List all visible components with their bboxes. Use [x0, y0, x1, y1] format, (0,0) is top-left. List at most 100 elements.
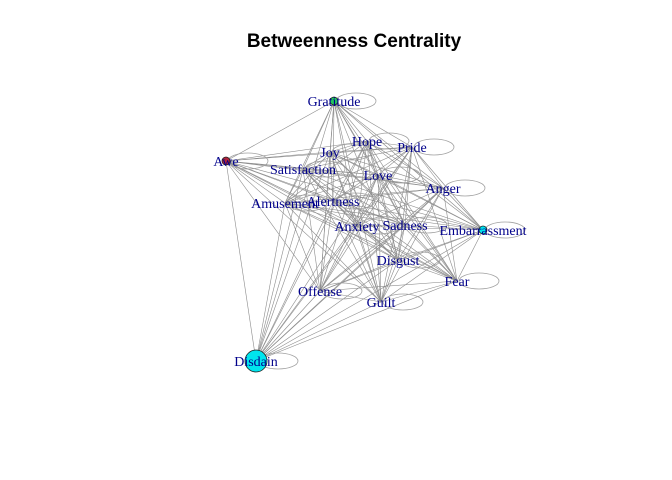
edge-alertness-guilt — [332, 200, 382, 303]
edge-love-anxiety — [356, 174, 379, 227]
edge-anger-alertness — [332, 187, 444, 202]
edge-embarrassment-offense — [319, 229, 484, 292]
edge-anger-amusement — [284, 187, 444, 204]
node-awe — [221, 156, 231, 166]
edge-satisfaction-disgust — [302, 168, 399, 261]
edge-sadness-disgust — [397, 224, 406, 261]
node-label-anger: Anger — [426, 182, 461, 197]
edge-pride-embarrassment — [411, 146, 484, 231]
edge-pride-anger — [411, 146, 444, 189]
edge-hope-love — [366, 140, 379, 176]
edge-offense-disdain — [255, 290, 321, 362]
node-label-fear: Fear — [445, 275, 470, 290]
edge-anxiety-guilt — [356, 225, 382, 303]
edge-awe-disdain — [225, 160, 257, 362]
edge-satisfaction-disdain — [255, 168, 304, 362]
edge-gratitude-pride — [333, 100, 413, 148]
self-loop-offense — [321, 282, 363, 300]
edge-anxiety-sadness — [356, 224, 406, 227]
edge-sadness-offense — [319, 224, 406, 292]
node-label-offense: Offense — [298, 285, 342, 300]
edge-pride-fear — [411, 146, 458, 282]
edge-amusement-sadness — [284, 202, 406, 226]
self-loop-love — [379, 166, 421, 184]
edge-alertness-amusement — [284, 200, 334, 204]
edge-satisfaction-amusement — [284, 168, 304, 204]
node-label-satisfaction: Satisfaction — [270, 163, 336, 178]
edge-alertness-embarrassment — [332, 200, 484, 231]
node-label-alertness: Alertness — [307, 195, 360, 210]
edge-sadness-embarrassment — [404, 224, 484, 231]
edge-satisfaction-anger — [302, 168, 444, 189]
edge-fear-offense — [319, 280, 458, 292]
edge-awe-love — [225, 160, 379, 176]
node-label-disdain: Disdain — [234, 355, 278, 370]
edge-gratitude-hope — [333, 100, 368, 142]
edge-love-embarrassment — [377, 174, 484, 231]
edge-guilt-disdain — [255, 301, 382, 362]
edge-satisfaction-fear — [302, 168, 458, 282]
self-loop-fear — [458, 272, 500, 290]
edge-awe-guilt — [225, 160, 382, 303]
edge-anxiety-disgust — [356, 225, 399, 261]
edge-gratitude-anger — [333, 100, 444, 189]
edge-pride-sadness — [404, 146, 413, 226]
edge-anxiety-offense — [319, 225, 358, 292]
edge-satisfaction-guilt — [302, 168, 382, 303]
edge-joy-embarrassment — [329, 151, 484, 231]
edge-alertness-sadness — [332, 200, 406, 226]
node-label-sadness: Sadness — [382, 219, 427, 234]
node-label-love: Love — [364, 169, 393, 184]
node-layer — [221, 96, 488, 373]
edge-anger-fear — [442, 187, 458, 282]
edge-hope-satisfaction — [302, 140, 368, 170]
edge-satisfaction-love — [302, 168, 379, 176]
node-label-disgust: Disgust — [377, 254, 420, 269]
edge-love-sadness — [377, 174, 406, 226]
edge-awe-anger — [225, 160, 444, 189]
edge-alertness-fear — [332, 200, 458, 282]
edge-love-alertness — [332, 174, 379, 202]
edge-layer — [225, 100, 484, 362]
edge-joy-anger — [329, 151, 444, 189]
edge-disgust-disdain — [255, 259, 399, 362]
edge-disgust-fear — [397, 259, 458, 282]
edge-joy-sadness — [329, 151, 406, 226]
edge-amusement-embarrassment — [284, 202, 484, 231]
node-label-amusement: Amusement — [251, 197, 319, 212]
edge-joy-amusement — [284, 151, 331, 204]
edge-offense-guilt — [319, 290, 382, 303]
label-layer: Gratitude Awe Hope Pride Joy Satisfaction Love… — [213, 95, 526, 370]
edge-joy-guilt — [329, 151, 382, 303]
edge-gratitude-sadness — [333, 100, 406, 226]
edge-gratitude-fear — [333, 100, 458, 282]
self-loop-hope — [368, 132, 410, 150]
edge-satisfaction-embarrassment — [302, 168, 484, 231]
edge-pride-satisfaction — [302, 146, 413, 170]
edge-amusement-fear — [284, 202, 458, 282]
edge-pride-disdain — [255, 146, 413, 362]
edge-pride-offense — [319, 146, 413, 292]
edge-alertness-anxiety — [332, 200, 358, 227]
chart-title: Betweenness Centrality — [247, 31, 462, 52]
self-loop-alertness — [334, 192, 376, 210]
edge-joy-offense — [319, 151, 331, 292]
edge-awe-anxiety — [225, 160, 358, 227]
edge-amusement-disdain — [255, 202, 286, 362]
edge-awe-offense — [225, 160, 321, 292]
self-loop-satisfaction — [304, 160, 346, 178]
edge-gratitude-guilt — [333, 100, 382, 303]
edge-joy-disdain — [255, 151, 331, 362]
node-embarrassment — [478, 225, 488, 235]
edge-gratitude-awe — [225, 100, 335, 162]
node-label-awe: Awe — [213, 155, 238, 170]
node-label-gratitude: Gratitude — [308, 95, 361, 110]
edge-fear-guilt — [380, 280, 458, 303]
edge-disgust-guilt — [380, 259, 399, 303]
edge-amusement-guilt — [284, 202, 382, 303]
edge-love-amusement — [284, 174, 379, 204]
edge-pride-guilt — [380, 146, 413, 303]
self-loop-guilt — [382, 293, 424, 311]
self-loop-anger — [444, 179, 486, 197]
